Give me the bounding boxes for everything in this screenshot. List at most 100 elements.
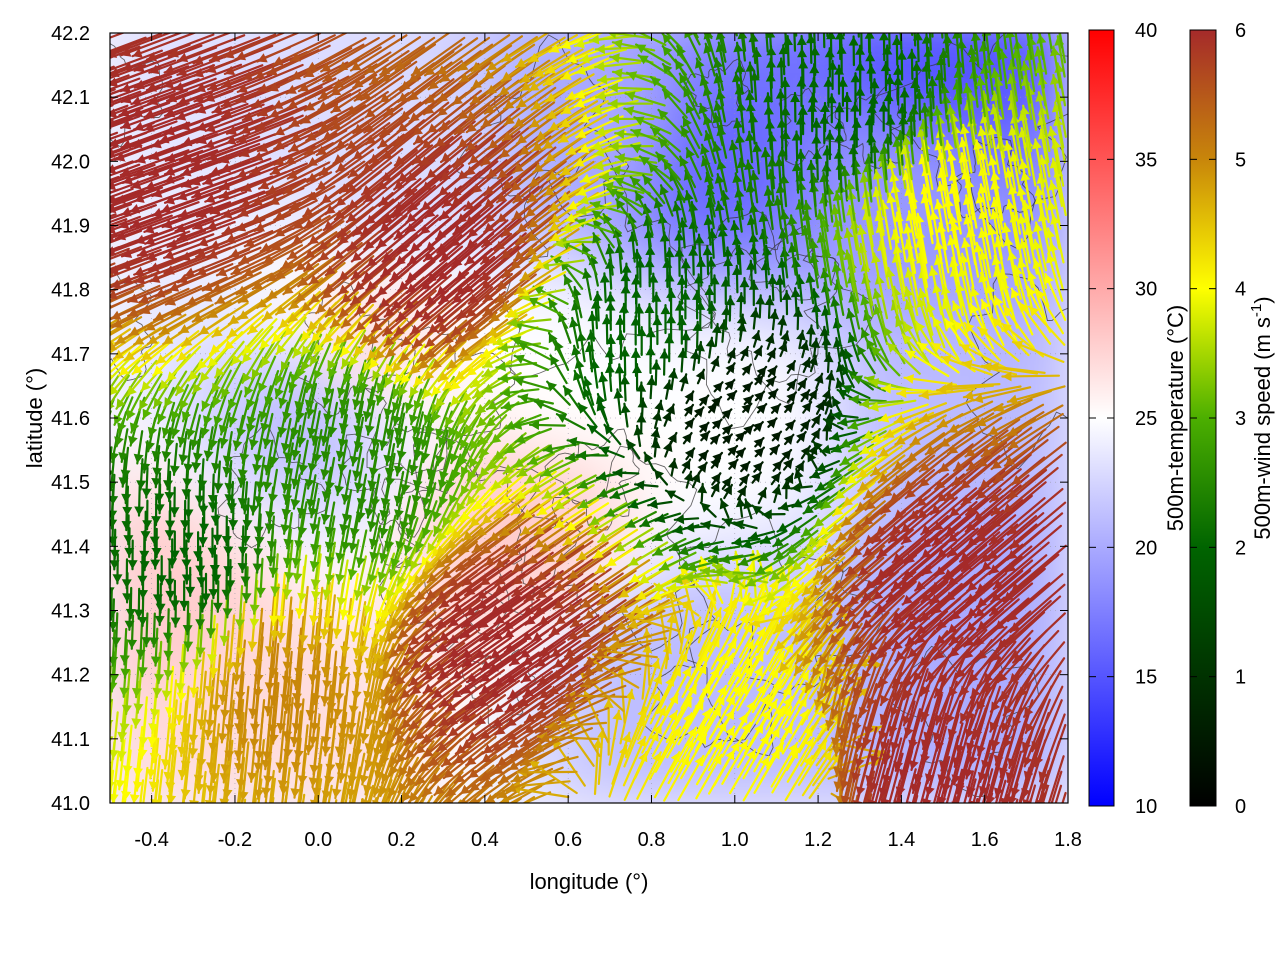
wind-vector: [182, 796, 185, 803]
temperature-cell: [733, 33, 757, 34]
wind-vector: [123, 796, 127, 803]
wind-vector: [110, 385, 113, 392]
temperature-cell: [213, 33, 236, 34]
wind-vector: [880, 796, 885, 803]
temperature-cell: [1025, 33, 1049, 34]
temperature-cell: [692, 33, 715, 34]
temperature-cell: [588, 33, 611, 34]
wind-vector: [842, 33, 845, 37]
temperature-cell: [129, 33, 153, 34]
temperature-cell: [983, 33, 1007, 34]
wind-vector: [899, 33, 902, 36]
temperature-cell: [483, 33, 507, 34]
temperature-cell: [254, 33, 278, 34]
temperature-cell: [129, 699, 153, 727]
temperature-cell: [629, 33, 653, 34]
temperature-cell: [442, 263, 466, 291]
temperature-cell: [1004, 33, 1028, 34]
wind-vector: [953, 795, 957, 803]
temperature-cell: [150, 699, 174, 727]
temperature-cell: [421, 33, 445, 34]
temperature-cell: [900, 33, 924, 34]
temperature-cell: [942, 33, 965, 34]
temperature-cell: [379, 33, 403, 34]
wind-vector: [843, 798, 847, 803]
wind-vector: [857, 33, 860, 38]
temperature-cell: [1025, 365, 1049, 394]
wind-vector: [931, 33, 934, 38]
wind-vector: [747, 0, 757, 31]
wind-vector: [725, 33, 727, 34]
wind-vector: [110, 104, 114, 108]
wind-vector: [1015, 798, 1019, 803]
temperature-cell: [171, 33, 195, 34]
temperature-cell: [525, 33, 549, 34]
temperature-cell: [1046, 648, 1068, 676]
wind-vector: [770, 33, 773, 37]
wind-vector: [869, 33, 873, 35]
temperature-cell: [796, 33, 820, 34]
wind-vector: [735, 33, 738, 37]
temperature-cell: [400, 33, 424, 34]
wind-vector: [668, 33, 672, 35]
temperature-cell: [442, 33, 466, 34]
temperature-cell: [567, 33, 590, 34]
temperature-cell: [192, 33, 216, 34]
temperature-cell: [775, 33, 799, 34]
temperature-cell: [1046, 391, 1068, 419]
temperature-cell: [338, 33, 361, 34]
temperature-cell: [712, 33, 736, 34]
temperature-cell: [317, 776, 341, 803]
wind-vector: [110, 304, 112, 307]
wind-vector: [794, 33, 798, 37]
wind-vector: [110, 246, 120, 252]
wind-vector: [271, 796, 275, 803]
wind-vector: [110, 232, 118, 238]
temperature-cell: [254, 417, 278, 445]
temperature-cell: [1046, 33, 1068, 34]
temperature-cell: [671, 33, 695, 34]
wind-vector: [1028, 798, 1032, 803]
temperature-cell: [275, 33, 299, 34]
wind-vector: [373, 796, 378, 803]
temperature-cell: [817, 33, 840, 34]
wind-vector: [213, 799, 216, 803]
wind-vector: [110, 410, 112, 417]
temperature-cell: [962, 33, 986, 34]
wind-vector: [110, 188, 120, 194]
wind-vector: [826, 33, 829, 38]
wind-vector: [457, 799, 462, 803]
wind-vector: [110, 48, 118, 53]
temperature-cell: [192, 340, 216, 368]
temperature-cell: [463, 33, 486, 34]
temperature-cell: [192, 596, 216, 625]
temperature-cell: [546, 33, 570, 34]
temperature-cell: [858, 33, 882, 34]
plot-area: [109, 0, 1069, 804]
temperature-cell: [110, 33, 132, 34]
temperature-cell: [233, 33, 257, 34]
wind-vector: [110, 795, 111, 803]
temperature-cell: [837, 33, 861, 34]
temperature-cell: [317, 33, 341, 34]
temperature-cell: [504, 33, 528, 34]
temperature-cell: [608, 33, 632, 34]
wind-vector: [958, 33, 960, 34]
temperature-cell: [879, 33, 903, 34]
wind-vector: [201, 796, 205, 803]
wind-vector: [867, 793, 873, 803]
wind-vector: [981, 0, 991, 31]
temperature-cell: [150, 33, 174, 34]
temperature-cell: [775, 340, 799, 368]
temperature-cell: [546, 417, 570, 445]
temperature-cell: [296, 33, 320, 34]
temperature-cell: [442, 391, 466, 419]
wind-vector: [911, 33, 914, 37]
temperature-cell: [150, 391, 174, 419]
wind-vector: [360, 797, 364, 803]
wind-vector: [854, 794, 859, 803]
wind-vector: [1006, 0, 1016, 32]
temperature-cell: [921, 33, 945, 34]
wind-vector: [968, 0, 978, 31]
